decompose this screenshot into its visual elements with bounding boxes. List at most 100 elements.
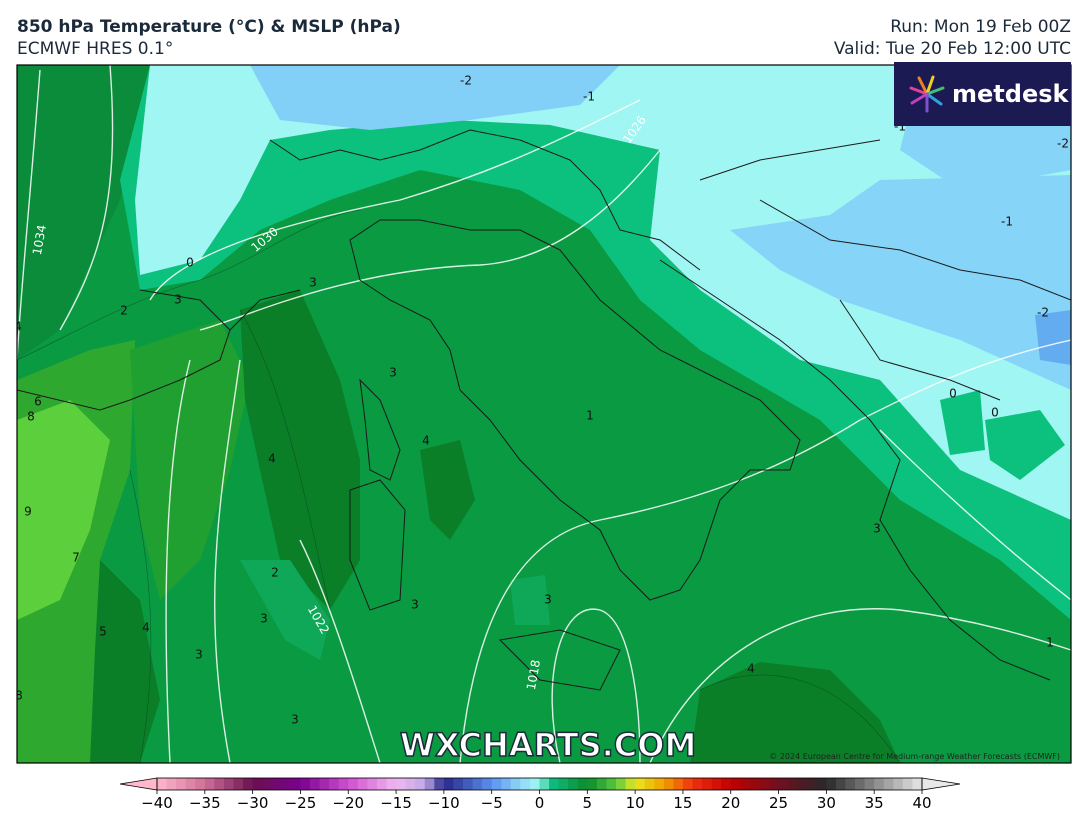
colorbar-tick-label: −15 (380, 794, 412, 812)
temperature-label: 3 (260, 612, 268, 626)
colorbar-cell (443, 778, 454, 790)
temperature-label: 3 (411, 598, 419, 612)
colorbar-cell (654, 778, 665, 790)
colorbar-cell (472, 778, 483, 790)
temperature-label: 1 (1046, 636, 1054, 650)
region (90, 560, 160, 763)
colorbar-cell (271, 778, 282, 790)
region (135, 65, 1071, 520)
map-frame (16, 64, 1072, 764)
colorbar-cell (310, 778, 321, 790)
colorbar-cell (262, 778, 273, 790)
temperature-label: -2 (1037, 306, 1049, 320)
colorbar-cell (616, 778, 627, 790)
colorbar-cell (702, 778, 713, 790)
temperature-label: 0 (991, 406, 999, 420)
temperature-label: 2 (271, 566, 279, 580)
title: 850 hPa Temperature (°C) & MSLP (hPa) (17, 17, 401, 37)
temperature-label: -1 (1001, 215, 1013, 229)
logo-text: metdesk (952, 80, 1070, 108)
colorbar-cell (415, 778, 426, 790)
colorbar-cell (835, 778, 846, 790)
temperature-label: 3 (195, 648, 203, 662)
colorbar-cell (721, 778, 732, 790)
colorbar-cell (319, 778, 330, 790)
colorbar-cell (386, 778, 397, 790)
colorbar-tick-label: −10 (428, 794, 460, 812)
colorbar-cell (300, 778, 311, 790)
colorbar-cell (510, 778, 521, 790)
region (240, 290, 360, 610)
region (17, 400, 110, 620)
colorbar-cell (673, 778, 684, 790)
temperature-label: -1 (894, 120, 906, 134)
temperature-label: 4 (268, 452, 276, 466)
colorbar-cell (491, 778, 502, 790)
colorbar-cell (855, 778, 866, 790)
colorbar: −40 −35 −30 −25 −20 −15 −10 −5 0 5 10 15 20 25 30 35 40 (119, 777, 961, 812)
colorbar-tick-label: −30 (237, 794, 269, 812)
colorbar-cell (520, 778, 531, 790)
temperature-label: 5 (99, 625, 107, 639)
colorbar-cell (529, 778, 540, 790)
colorbar-cell (405, 778, 416, 790)
colorbar-cell (587, 778, 598, 790)
colorbar-cell (185, 778, 196, 790)
region (940, 390, 985, 455)
colorbar-tick-label: 5 (583, 794, 593, 812)
temperature-label: 4 (142, 621, 150, 635)
region (17, 65, 150, 360)
colorbar-cell (501, 778, 512, 790)
colorbar-tick-label: 25 (769, 794, 788, 812)
colorbar-cell (214, 778, 225, 790)
colorbar-cell (692, 778, 703, 790)
temperature-label: 4 (422, 434, 430, 448)
colorbar-cell (396, 778, 407, 790)
colorbar-cell (338, 778, 349, 790)
region (130, 320, 250, 600)
copyright: © 2024 European Centre for Medium-range … (769, 752, 1060, 761)
colorbar-tick-label: 15 (673, 794, 692, 812)
colorbar-tick-label: 35 (865, 794, 884, 812)
region (250, 65, 620, 130)
colorbar-tick-label: −5 (481, 794, 503, 812)
colorbar-cell (223, 778, 234, 790)
colorbar-cell (663, 778, 674, 790)
colorbar-cell (252, 778, 263, 790)
run: Run: Mon 19 Feb 00Z (890, 17, 1071, 37)
colorbar-tick-label: 40 (912, 794, 931, 812)
temperature-label: 8 (27, 410, 35, 424)
colorbar-cell (864, 778, 875, 790)
temperature-label: 3 (174, 293, 182, 307)
temperature-label: 0 (949, 387, 957, 401)
colorbar-tick-label: 10 (626, 794, 645, 812)
colorbar-cell (539, 778, 550, 790)
colorbar-cell (788, 778, 799, 790)
colorbar-cell (749, 778, 760, 790)
colorbar-cell (281, 778, 292, 790)
isobar (17, 65, 1071, 763)
isobar-label: 1034 (30, 224, 49, 257)
colorbar-cell (157, 778, 168, 790)
colorbar-extend-high (921, 777, 961, 791)
temperature-label: 3 (309, 276, 317, 290)
valid: Valid: Tue 20 Feb 12:00 UTC (834, 39, 1071, 59)
colorbar-tick-label: −25 (285, 794, 317, 812)
temperature-label: 3 (873, 522, 881, 536)
colorbar-cell (759, 778, 770, 790)
region (985, 410, 1065, 480)
region (1035, 310, 1071, 365)
region (510, 575, 550, 625)
colorbar-cell (195, 778, 206, 790)
colorbar-cell (367, 778, 378, 790)
temperature-label: 9 (24, 505, 32, 519)
colorbar-cell (577, 778, 588, 790)
colorbar-cell (243, 778, 254, 790)
colorbar-cell (482, 778, 493, 790)
colorbar-cell (549, 778, 560, 790)
colorbar-cell (233, 778, 244, 790)
colorbar-cell (730, 778, 741, 790)
colorbar-extend-low (119, 777, 158, 791)
colorbar-cell (290, 778, 301, 790)
